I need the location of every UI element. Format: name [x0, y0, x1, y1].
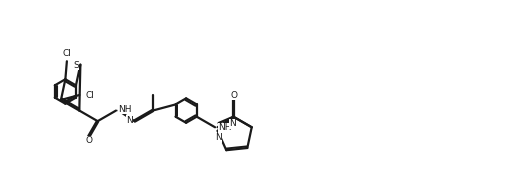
Text: Cl: Cl	[63, 49, 71, 58]
Text: O: O	[86, 136, 93, 145]
Text: O: O	[230, 91, 237, 100]
Text: NH: NH	[218, 123, 232, 132]
Text: N: N	[229, 119, 236, 128]
Text: N: N	[215, 133, 222, 142]
Text: Cl: Cl	[86, 91, 94, 99]
Text: NH: NH	[118, 105, 131, 114]
Text: N: N	[126, 116, 133, 125]
Text: S: S	[73, 61, 79, 70]
